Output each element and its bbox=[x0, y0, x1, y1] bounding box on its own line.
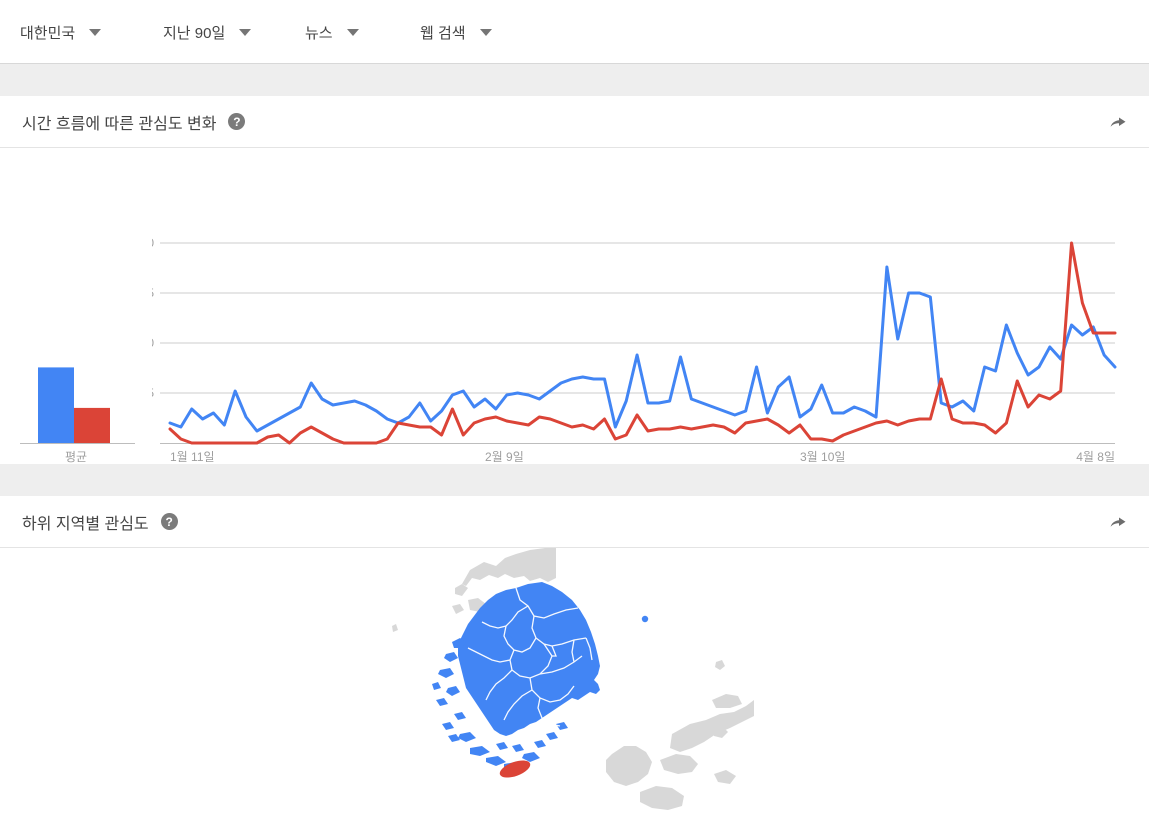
x-axis-tick-1: 2월 9일 bbox=[485, 450, 524, 464]
section-divider-top bbox=[0, 64, 1149, 96]
interest-over-time-card: 시간 흐름에 따른 관심도 변화 ? 평균 25 50 75 100 1월 11일 2월 … bbox=[0, 96, 1149, 464]
trend-line-series-a[interactable] bbox=[168, 265, 1117, 433]
section-title-region: 하위 지역별 관심도 bbox=[22, 515, 149, 533]
region-jeju-island[interactable] bbox=[498, 757, 533, 781]
average-bar-chart: 평균 bbox=[0, 148, 152, 464]
region-north-korea-coast bbox=[455, 584, 468, 596]
search-type-filter[interactable]: 웹 검색 bbox=[420, 0, 492, 64]
category-filter[interactable]: 뉴스 bbox=[305, 0, 359, 64]
chevron-down-icon bbox=[239, 28, 252, 36]
region-dot-west bbox=[392, 624, 398, 632]
trend-line-series-b[interactable] bbox=[168, 241, 1117, 445]
region-japan-north-tip bbox=[712, 694, 742, 708]
region-south-islands[interactable] bbox=[496, 722, 568, 752]
y-axis-tick-25: 25 bbox=[152, 386, 154, 400]
region-nk-west-islands bbox=[452, 598, 486, 614]
region-ulleungdo[interactable] bbox=[641, 615, 649, 623]
chevron-down-icon bbox=[479, 28, 492, 36]
y-axis-tick-100: 100 bbox=[152, 236, 154, 250]
trend-line-svg[interactable]: 25 50 75 100 1월 11일 2월 9일 3월 10일 4월 8일 bbox=[152, 148, 1149, 464]
filter-toolbar: 대한민국 지난 90일 뉴스 웹 검색 bbox=[0, 0, 1149, 64]
region-japan-islet bbox=[714, 770, 736, 784]
share-icon[interactable] bbox=[1105, 509, 1131, 535]
y-axis-tick-50: 50 bbox=[152, 336, 154, 350]
region-japan-kyushu bbox=[606, 746, 652, 786]
interest-over-time-header: 시간 흐름에 따른 관심도 변화 ? bbox=[0, 96, 1149, 148]
section-divider-middle bbox=[0, 464, 1149, 496]
region-south-korea-mainland[interactable] bbox=[458, 582, 600, 736]
region-japan-south bbox=[640, 786, 684, 810]
region-tsushima bbox=[715, 660, 725, 670]
chevron-down-icon bbox=[89, 28, 102, 36]
region-filter-label: 대한민국 bbox=[20, 24, 76, 42]
help-icon[interactable]: ? bbox=[228, 113, 246, 130]
korea-map-svg[interactable] bbox=[0, 548, 1149, 813]
x-axis-tick-2: 3월 10일 bbox=[800, 450, 845, 464]
y-axis-tick-75: 75 bbox=[152, 286, 154, 300]
interest-by-region-card: 하위 지역별 관심도 ? bbox=[0, 496, 1149, 813]
interest-by-region-header: 하위 지역별 관심도 ? bbox=[0, 496, 1149, 548]
chevron-down-icon bbox=[346, 28, 359, 36]
region-map[interactable] bbox=[0, 548, 1149, 813]
interest-over-time-chart: 평균 25 50 75 100 1월 11일 2월 9일 3월 10일 4월 8일 bbox=[0, 148, 1149, 464]
region-west-islands[interactable] bbox=[432, 638, 540, 770]
help-icon[interactable]: ? bbox=[160, 513, 178, 530]
search-type-filter-label: 웹 검색 bbox=[420, 24, 466, 42]
x-axis-tick-3: 4월 8일 bbox=[1076, 450, 1115, 464]
average-label: 평균 bbox=[65, 450, 87, 464]
time-filter-label: 지난 90일 bbox=[163, 24, 226, 42]
korea-map-wrap bbox=[0, 548, 1149, 813]
region-north-korea bbox=[462, 548, 556, 586]
average-bar-series-a[interactable] bbox=[38, 367, 74, 443]
region-japan-shikoku bbox=[660, 754, 698, 774]
region-filter[interactable]: 대한민국 bbox=[20, 0, 102, 64]
average-bar-svg: 평균 bbox=[20, 367, 135, 464]
region-japan-small-island bbox=[714, 726, 728, 738]
province-borders bbox=[467, 587, 593, 727]
page-title: 시간 흐름에 따른 관심도 변화 bbox=[22, 115, 217, 133]
share-icon[interactable] bbox=[1105, 109, 1131, 135]
region-japan-honshu bbox=[670, 700, 754, 752]
x-axis-tick-0: 1월 11일 bbox=[170, 450, 215, 464]
time-filter[interactable]: 지난 90일 bbox=[163, 0, 252, 64]
average-bar-series-b[interactable] bbox=[74, 407, 110, 443]
category-filter-label: 뉴스 bbox=[305, 24, 333, 42]
trend-line-chart: 25 50 75 100 1월 11일 2월 9일 3월 10일 4월 8일 bbox=[152, 148, 1149, 464]
